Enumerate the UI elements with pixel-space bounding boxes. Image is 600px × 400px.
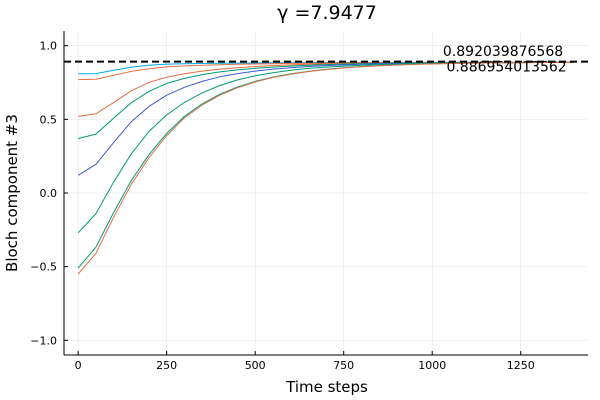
x-tick-label: 500 <box>245 359 266 372</box>
y-tick-labels: −1.0 −0.5 0.0 0.5 1.0 <box>30 40 57 348</box>
x-axis-label: Time steps <box>285 378 368 396</box>
x-tick-label: 1000 <box>418 359 446 372</box>
chart-title: γ =7.9477 <box>277 2 377 24</box>
y-tick-label: −1.0 <box>30 334 57 347</box>
x-tick-labels: 0 250 500 750 1000 1250 <box>75 359 535 372</box>
y-tick-label: −0.5 <box>30 261 57 274</box>
y-tick-label: 1.0 <box>40 40 58 53</box>
x-tick-label: 0 <box>75 359 82 372</box>
grid <box>64 31 588 355</box>
y-tick-label: 0.5 <box>40 113 58 126</box>
series-line-8 <box>77 62 574 275</box>
y-axis-label: Bloch component #3 <box>3 114 21 272</box>
x-tick-label: 1250 <box>507 359 535 372</box>
axes <box>63 31 588 356</box>
series-layer <box>77 61 574 275</box>
annotation-label: 0.886954013562 <box>446 60 566 76</box>
y-tick-label: 0.0 <box>40 187 58 200</box>
annotation-label: 0.892039876568 <box>443 44 563 60</box>
x-tick-label: 250 <box>156 359 177 372</box>
x-tick-label: 750 <box>333 359 354 372</box>
